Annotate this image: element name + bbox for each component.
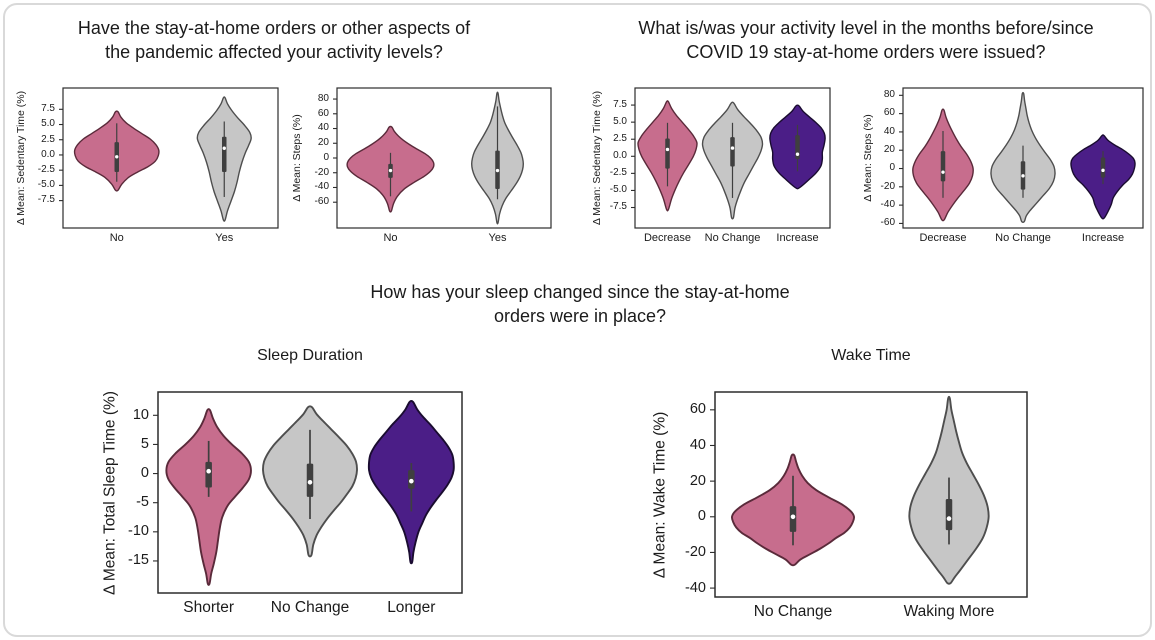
subplot-title-wake-time: Wake Time <box>831 347 911 364</box>
y-axis-label: Δ Mean: Wake Time (%) <box>651 411 669 578</box>
median-dot <box>1101 168 1105 173</box>
y-tick-label: 40 <box>689 436 706 453</box>
inner-box <box>730 137 735 167</box>
x-category-label: No Change <box>270 599 350 616</box>
y-tick-label: 40 <box>317 122 329 134</box>
median-dot <box>115 155 119 159</box>
x-category-label: Yes <box>215 232 234 244</box>
x-category-label: Increase <box>1081 232 1125 244</box>
x-category-label: Decrease <box>643 232 692 244</box>
y-tick-label: 10 <box>132 406 149 423</box>
y-tick-label: 0 <box>140 465 149 482</box>
x-category-label: No <box>109 232 124 244</box>
y-tick-label: -20 <box>314 166 329 178</box>
y-tick-label: 60 <box>689 401 706 418</box>
median-dot <box>795 152 800 156</box>
y-tick-label: -20 <box>880 180 895 192</box>
y-axis-label: Δ Mean: Total Sleep Time (%) <box>101 390 119 595</box>
x-category-label: No Change <box>995 232 1051 244</box>
panel-border <box>714 391 1028 598</box>
y-tick-label: -7.5 <box>609 201 627 213</box>
y-tick-label: 20 <box>883 144 895 156</box>
x-category-label: Waking More <box>903 603 995 620</box>
y-axis-label: Δ Mean: Sedentary Time (%) <box>14 90 27 226</box>
panel-border <box>336 87 552 229</box>
inner-box <box>205 461 212 488</box>
panel-border <box>62 87 279 229</box>
x-category-label: No <box>383 232 398 244</box>
y-tick-label: 0 <box>697 508 706 525</box>
y-tick-label: 0.0 <box>613 150 627 162</box>
subplot-title-sleep-duration: Sleep Duration <box>257 347 363 364</box>
y-tick-label: 5 <box>140 435 149 452</box>
y-tick-label: -10 <box>128 523 149 540</box>
y-tick-label: 0.0 <box>41 148 55 160</box>
inner-box <box>1100 157 1106 178</box>
y-tick-label: -40 <box>314 181 329 193</box>
median-dot <box>1021 174 1025 178</box>
question-activity-effect: Have the stay-at-home orders or other as… <box>77 18 471 62</box>
y-tick-label: 0 <box>323 151 329 163</box>
y-tick-label: -20 <box>685 543 706 560</box>
y-tick-label: 5.0 <box>41 118 55 130</box>
y-tick-label: -60 <box>880 217 895 229</box>
median-dot <box>941 170 945 174</box>
y-tick-label: 40 <box>883 125 895 137</box>
y-tick-label: 2.5 <box>613 133 627 145</box>
inner-box <box>940 151 946 182</box>
median-dot <box>388 168 393 173</box>
y-tick-label: -5.0 <box>37 179 55 191</box>
x-category-label: Yes <box>488 232 507 244</box>
median-dot <box>495 168 500 173</box>
y-axis-label: Δ Mean: Steps (%) <box>290 114 303 202</box>
y-tick-label: -7.5 <box>37 194 55 206</box>
violin-c1-1 <box>165 408 252 586</box>
x-category-label: No Change <box>753 603 833 620</box>
panel-border <box>157 391 463 594</box>
y-tick-label: 80 <box>883 89 895 101</box>
y-tick-label: 60 <box>317 107 329 119</box>
y-tick-label: -5 <box>136 494 149 511</box>
y-tick-label: -2.5 <box>609 167 627 179</box>
y-tick-label: 2.5 <box>41 133 55 145</box>
y-tick-label: 60 <box>883 107 895 119</box>
median-dot <box>206 468 211 474</box>
y-tick-label: 5.0 <box>613 115 627 127</box>
median-dot <box>222 146 226 150</box>
median-dot <box>946 516 952 521</box>
y-tick-label: -40 <box>880 198 895 210</box>
y-tick-label: -40 <box>685 579 706 596</box>
y-tick-label: -60 <box>314 196 329 207</box>
y-tick-label: -5.0 <box>609 184 627 196</box>
y-tick-label: 0 <box>889 162 895 174</box>
y-tick-label: -2.5 <box>37 163 55 175</box>
median-dot <box>665 147 670 152</box>
question-sleep-change: How has your sleep changed since the sta… <box>370 282 790 326</box>
inner-box <box>222 136 227 172</box>
y-tick-label: 7.5 <box>613 98 627 110</box>
question-activity-level: What is/was your activity level in the m… <box>638 18 1094 62</box>
x-category-label: Decrease <box>919 232 967 244</box>
y-tick-label: 80 <box>317 92 329 104</box>
y-tick-label: 20 <box>317 137 329 149</box>
inner-box <box>665 138 670 169</box>
y-tick-label: 7.5 <box>41 103 55 115</box>
y-axis-label: Δ Mean: Steps (%) <box>861 114 874 202</box>
x-category-label: Longer <box>387 599 436 616</box>
y-tick-label: -15 <box>128 552 149 569</box>
median-dot <box>409 478 414 484</box>
x-category-label: Shorter <box>183 599 235 616</box>
y-tick-label: 20 <box>689 472 706 489</box>
median-dot <box>730 146 735 150</box>
median-dot <box>307 480 313 485</box>
median-dot <box>790 514 796 520</box>
inner-box <box>945 498 953 531</box>
x-category-label: No Change <box>704 232 761 244</box>
panel-border <box>634 87 831 229</box>
y-axis-label: Δ Mean: Sedentary Time (%) <box>590 90 603 226</box>
x-category-label: Increase <box>776 232 819 244</box>
panel-border <box>902 87 1144 229</box>
